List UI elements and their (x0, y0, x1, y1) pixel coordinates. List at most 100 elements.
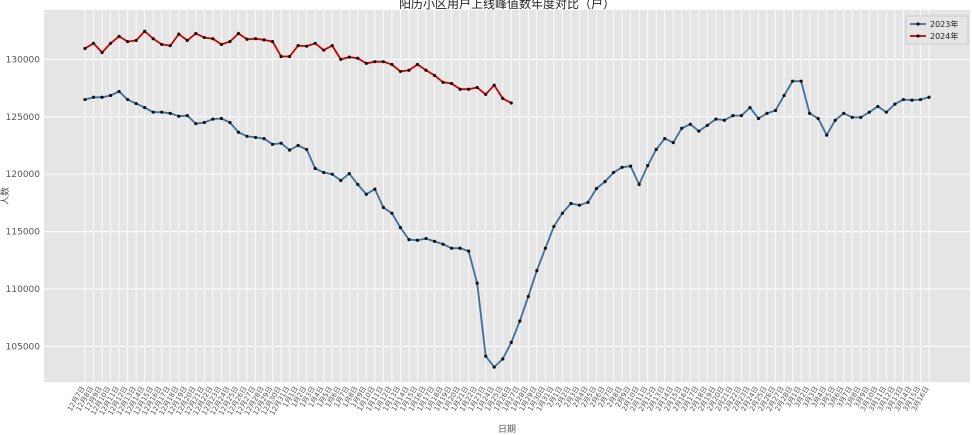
point (398, 69, 403, 74)
y-tick-label: 110000 (6, 285, 41, 295)
point (313, 166, 317, 171)
point (586, 200, 590, 204)
y-tick-label: 120000 (6, 170, 41, 180)
point (296, 143, 300, 148)
point (893, 102, 897, 106)
point (177, 32, 181, 36)
legend-marker (916, 34, 920, 38)
point (185, 114, 189, 118)
point (330, 172, 334, 176)
point (356, 56, 360, 60)
point (526, 294, 530, 299)
point (927, 95, 931, 99)
point (441, 242, 445, 246)
point (646, 163, 650, 168)
point (654, 147, 658, 152)
point (100, 50, 104, 55)
point (543, 246, 547, 250)
point (415, 62, 420, 67)
point (449, 246, 454, 250)
y-tick-label: 105000 (6, 342, 41, 352)
point (143, 29, 147, 33)
point (594, 186, 599, 191)
point (714, 117, 718, 121)
point (432, 239, 437, 243)
point (509, 340, 513, 344)
y-tick-label: 130000 (6, 55, 41, 65)
point (270, 142, 275, 146)
point (151, 37, 155, 41)
y-tick-label: 125000 (6, 113, 41, 123)
chart-title: 阳历小区用户上线峰值数年度对比（户） (399, 0, 615, 11)
point (313, 41, 317, 45)
point (83, 46, 87, 51)
point (126, 39, 130, 44)
point (884, 110, 888, 114)
point (339, 178, 343, 183)
point (373, 187, 377, 191)
point (467, 249, 471, 253)
point (859, 115, 863, 119)
point (458, 87, 462, 91)
point (228, 39, 232, 44)
legend-label: 2024年 (930, 31, 958, 41)
point (262, 38, 266, 42)
point (91, 41, 96, 45)
point (202, 35, 206, 40)
point (279, 54, 283, 59)
point (373, 60, 377, 64)
point (245, 134, 249, 138)
point (697, 129, 701, 133)
point (143, 105, 147, 110)
point (509, 101, 513, 105)
point (663, 136, 667, 141)
point (876, 104, 880, 109)
point (108, 93, 113, 98)
point (381, 60, 385, 64)
point (160, 42, 164, 47)
point (756, 116, 761, 121)
point (296, 43, 300, 48)
point (867, 110, 871, 114)
point (202, 120, 206, 125)
point (850, 115, 854, 119)
point (245, 37, 249, 41)
point (356, 182, 360, 187)
legend-label: 2023年 (930, 19, 958, 29)
point (722, 118, 726, 122)
point (100, 95, 104, 99)
legend-box (905, 15, 969, 45)
point (449, 81, 454, 86)
y-tick-label: 115000 (6, 228, 41, 238)
point (577, 203, 582, 207)
point (918, 97, 923, 102)
point (705, 123, 709, 127)
point (611, 170, 616, 175)
point (91, 95, 96, 99)
point (484, 92, 488, 96)
point (432, 73, 437, 78)
point (825, 133, 829, 137)
point (475, 281, 479, 285)
point (833, 118, 837, 122)
point (236, 130, 241, 134)
point (330, 43, 334, 48)
point (228, 120, 232, 125)
point (458, 246, 462, 250)
y-axis-label: 人数 (0, 187, 11, 205)
point (364, 192, 368, 196)
point (518, 319, 522, 323)
point (799, 79, 803, 83)
point (569, 201, 573, 206)
point (108, 41, 113, 45)
point (501, 357, 505, 361)
point (126, 97, 130, 102)
point (339, 57, 343, 61)
point (347, 172, 351, 176)
point (194, 122, 198, 126)
point (168, 43, 172, 48)
point (407, 68, 411, 72)
point (415, 238, 420, 242)
point (688, 122, 692, 126)
